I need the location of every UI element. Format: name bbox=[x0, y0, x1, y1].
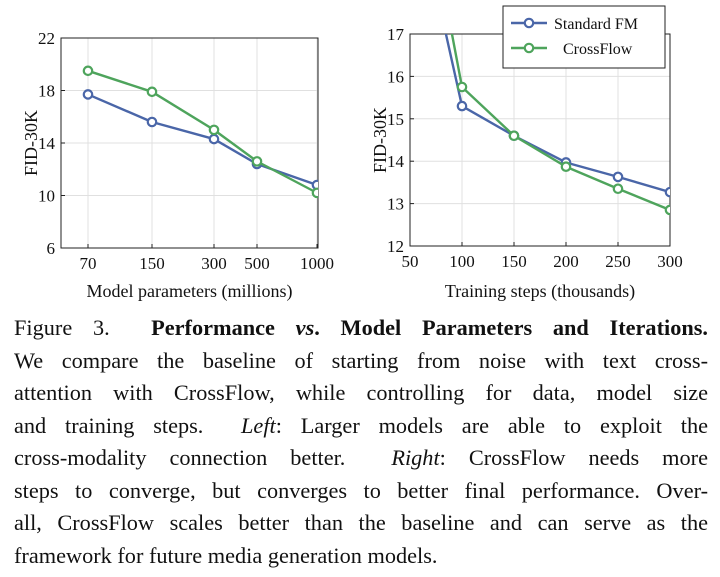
figure-caption: Figure 3. Performance vs. Model Paramete… bbox=[14, 312, 708, 572]
caption-line-4b: : Larger models are able to exploit the bbox=[275, 412, 708, 438]
data-point bbox=[560, 161, 572, 173]
y-tick-label: 14 bbox=[387, 152, 405, 171]
x-tick-label: 200 bbox=[553, 252, 579, 271]
y-tick-label: 16 bbox=[387, 67, 404, 86]
y-tick-label: 10 bbox=[38, 187, 55, 206]
data-point bbox=[456, 81, 468, 93]
data-point bbox=[612, 171, 624, 183]
caption-title-b: . Model Parameters and Iterations. bbox=[314, 315, 708, 340]
series-line bbox=[87, 69, 318, 194]
caption-line-8: framework for future media generation mo… bbox=[14, 542, 438, 568]
series-crossflow bbox=[450, 34, 670, 216]
caption-line-4a: and training steps. bbox=[14, 412, 204, 438]
y-tick-label: 12 bbox=[387, 237, 404, 256]
y-tick-label: 18 bbox=[38, 82, 55, 101]
caption-line-1: Figure 3. Performance vs. Model Paramete… bbox=[14, 312, 708, 345]
legend-swatch-marker bbox=[523, 42, 535, 54]
x-tick-label: 300 bbox=[201, 254, 227, 273]
data-point bbox=[82, 65, 94, 77]
x-tick-label: 1000 bbox=[300, 254, 334, 273]
x-tick-label: 250 bbox=[605, 252, 631, 271]
chart-panel-left: 70 150 300 500 1000 6 10 14 18 22 Model parameters… bbox=[21, 29, 334, 302]
caption-right-label: Right bbox=[391, 445, 440, 470]
caption-line-5b: : CrossFlow needs more bbox=[439, 445, 708, 470]
series-line bbox=[450, 34, 670, 212]
y-tick-label: 6 bbox=[47, 239, 56, 258]
data-point bbox=[208, 133, 220, 145]
series-line bbox=[444, 34, 670, 194]
caption-line-5: cross-modality connection better. Right:… bbox=[14, 442, 708, 475]
data-point bbox=[311, 187, 318, 199]
caption-line-6: steps to converge, but converges to bett… bbox=[14, 477, 708, 503]
caption-title-vs: vs bbox=[295, 315, 315, 340]
caption-line-5a: cross-modality connection better. bbox=[14, 445, 346, 470]
x-tick-label: 300 bbox=[657, 252, 683, 271]
y-tick-label: 13 bbox=[387, 195, 404, 214]
caption-line-4: and training steps. Left: Larger models … bbox=[14, 410, 708, 443]
y-tick-label: 14 bbox=[38, 134, 56, 153]
caption-line-3: attention with CrossFlow, while controll… bbox=[14, 380, 708, 405]
caption-left-label: Left bbox=[241, 412, 276, 438]
series-standard-fm bbox=[82, 89, 318, 191]
x-tick-label: 50 bbox=[402, 252, 419, 271]
x-tick-label: 150 bbox=[501, 252, 527, 271]
legend-box bbox=[502, 5, 666, 69]
x-tick-label: 500 bbox=[244, 254, 270, 273]
data-point bbox=[664, 204, 670, 216]
legend-label: CrossFlow bbox=[563, 41, 633, 58]
figure-charts: 70 150 300 500 1000 6 10 14 18 22 Model parameters… bbox=[21, 5, 683, 302]
legend-item: Standard FM bbox=[511, 16, 638, 33]
caption-line-2: We compare the baseline of starting from… bbox=[14, 347, 708, 373]
caption-title-a: Performance bbox=[151, 315, 275, 340]
series-crossflow bbox=[82, 65, 318, 199]
figure-label: Figure 3. bbox=[14, 315, 110, 340]
data-point bbox=[664, 186, 670, 198]
data-point bbox=[251, 156, 263, 167]
y-tick-label: 15 bbox=[387, 110, 404, 129]
x-axis-label: Training steps (thousands) bbox=[445, 281, 635, 302]
x-axis-label: Model parameters (millions) bbox=[87, 281, 293, 302]
chart-panel-right: 50 100 150 200 250 300 12 13 14 15 16 17 Training st… bbox=[370, 5, 683, 302]
y-tick-label: 22 bbox=[38, 29, 55, 48]
caption-line-7: all, CrossFlow scales better than the ba… bbox=[14, 510, 708, 535]
data-point bbox=[146, 86, 158, 98]
y-axis-label: FID-30K bbox=[370, 107, 390, 173]
data-point bbox=[508, 130, 520, 142]
y-axis-label: FID-30K bbox=[21, 110, 41, 176]
legend-swatch-marker bbox=[523, 17, 535, 29]
x-tick-label: 100 bbox=[449, 252, 475, 271]
x-tick-label: 150 bbox=[139, 254, 165, 273]
series-line bbox=[87, 93, 318, 187]
x-tick-label: 70 bbox=[80, 254, 97, 273]
data-point bbox=[612, 183, 624, 195]
data-point bbox=[208, 124, 220, 136]
data-point bbox=[146, 116, 158, 128]
chart-legend: Standard FM CrossFlow bbox=[502, 5, 666, 69]
legend-label: Standard FM bbox=[554, 16, 638, 33]
data-point bbox=[456, 100, 468, 112]
figure-panel: 70 150 300 500 1000 6 10 14 18 22 Model parameters… bbox=[21, 5, 683, 302]
legend-item: CrossFlow bbox=[511, 41, 633, 58]
y-tick-label: 17 bbox=[387, 25, 405, 44]
data-point bbox=[82, 89, 94, 100]
series-standard-fm bbox=[444, 34, 670, 198]
